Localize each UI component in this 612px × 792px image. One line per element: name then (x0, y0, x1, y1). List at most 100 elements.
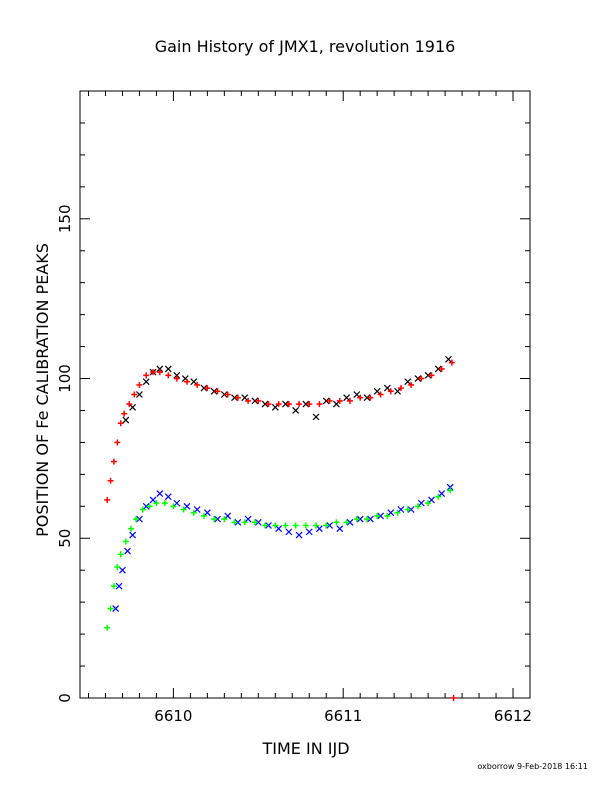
marker-stroke (261, 400, 269, 408)
plot-frame (79, 90, 531, 699)
marker-stroke (404, 378, 412, 386)
series-0-point (261, 400, 269, 408)
series-1-point (275, 401, 282, 408)
series-3-point (313, 522, 320, 529)
marker-stroke (142, 378, 150, 386)
x-tick-label: 6610 (154, 707, 192, 725)
y-tick-label: 100 (56, 364, 74, 393)
series-1-point (285, 401, 292, 408)
marker-stroke (373, 387, 381, 395)
marker-stroke (124, 547, 131, 555)
marker-stroke (265, 522, 272, 529)
chart-title: Gain History of JMX1, revolution 1916 (155, 37, 456, 56)
marker-stroke (285, 528, 293, 536)
series-2-point (149, 496, 157, 504)
series-1-point (136, 381, 143, 388)
series-0-point (363, 394, 371, 402)
series-2-point (316, 525, 323, 533)
marker-stroke (346, 518, 354, 526)
marker-stroke (363, 394, 371, 402)
marker-stroke (322, 397, 330, 405)
marker-stroke (295, 531, 303, 539)
series-3-point (404, 506, 411, 513)
series-1-point (110, 458, 117, 465)
series-0-point (142, 378, 150, 386)
series-0-point (424, 371, 432, 379)
series-1-point (121, 410, 128, 417)
series-2-point (234, 518, 242, 526)
marker-stroke (326, 522, 334, 529)
series-2-point (275, 525, 283, 533)
series-3-point (292, 522, 299, 529)
marker-stroke (394, 387, 401, 395)
series-2-point (417, 499, 425, 507)
marker-stroke (112, 605, 120, 612)
series-0-point (251, 397, 259, 405)
marker-stroke (244, 515, 252, 523)
series-1-point (204, 385, 211, 392)
series-3-point (104, 624, 111, 631)
marker-stroke (302, 400, 310, 408)
marker-stroke (164, 493, 172, 501)
marker-stroke (149, 496, 157, 504)
series-1-point (245, 397, 252, 404)
series-2-point (346, 518, 354, 526)
series-0-point (373, 387, 381, 395)
marker-stroke (119, 566, 126, 574)
marker-stroke (366, 515, 374, 523)
series-1-point (107, 477, 114, 484)
series-0-point (173, 371, 181, 379)
marker-stroke (282, 400, 289, 408)
series-2-point (285, 528, 293, 536)
y-tick-label: 0 (56, 693, 74, 703)
series-1-point (306, 401, 313, 408)
x-axis-label: TIME IN IJD (261, 739, 349, 758)
series-1-point (194, 381, 201, 388)
marker-stroke (136, 391, 143, 398)
series-3-point (133, 516, 140, 523)
marker-stroke (417, 499, 425, 507)
series-3-point (231, 519, 238, 526)
series-1-point (114, 439, 121, 446)
series-0-point (414, 375, 422, 382)
series-3-point (241, 519, 248, 526)
marker-stroke (336, 525, 344, 533)
marker-stroke (343, 394, 351, 402)
series-3-point (343, 519, 350, 526)
series-2-point (356, 515, 364, 523)
marker-stroke (407, 506, 415, 513)
series-3-point (323, 522, 330, 529)
series-2-point (224, 512, 232, 520)
series-3-point (110, 583, 117, 590)
series-3-point (190, 509, 197, 516)
series-2-point (265, 522, 272, 529)
series-0-point (394, 387, 401, 395)
series-0-point (129, 403, 137, 411)
series-1-point (183, 378, 190, 385)
marker-stroke (438, 490, 446, 497)
series-3-point (114, 564, 121, 571)
marker-stroke (224, 512, 232, 520)
series-0-point (302, 400, 310, 408)
series-1-point (173, 375, 180, 382)
series-3-point (414, 503, 421, 510)
marker-stroke (316, 525, 323, 533)
y-tick-label: 150 (56, 204, 74, 233)
data-markers (104, 355, 457, 701)
series-1-point (418, 375, 425, 382)
series-0-point (322, 397, 330, 405)
marker-stroke (353, 391, 361, 398)
marker-stroke (234, 518, 242, 526)
marker-stroke (397, 506, 405, 513)
series-0-point (220, 391, 228, 398)
series-2-point (244, 515, 252, 523)
series-1-point (234, 394, 241, 401)
series-2-point (164, 493, 172, 501)
series-1-point (214, 388, 221, 395)
series-2-point (326, 522, 334, 529)
series-0-point (332, 400, 340, 408)
series-0-point (353, 391, 361, 398)
series-2-point (428, 496, 435, 504)
series-0-point (231, 394, 238, 402)
